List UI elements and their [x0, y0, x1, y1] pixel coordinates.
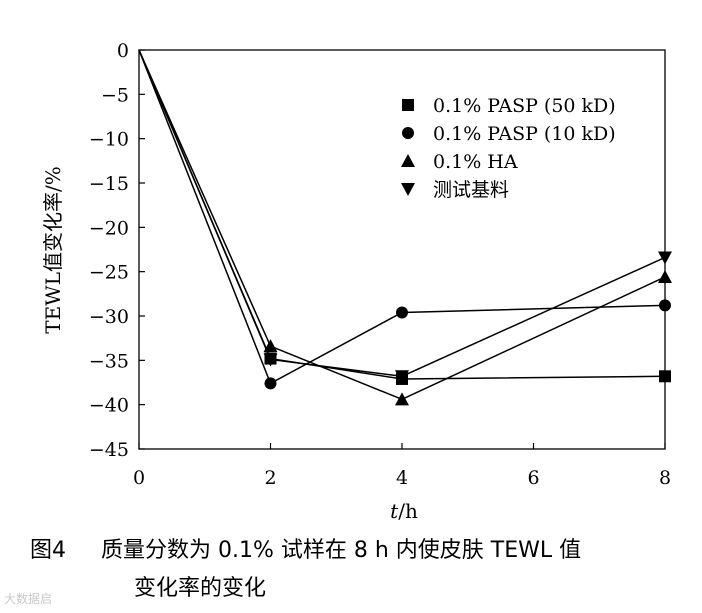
data-point	[659, 370, 671, 383]
data-point	[396, 306, 408, 319]
x-tick-label: 6	[527, 467, 539, 489]
x-axis-label: t/h	[390, 499, 418, 523]
series-line	[138, 49, 666, 378]
legend-label: 0.1% PASP (10 kD)	[433, 123, 616, 145]
y-tick-label: −40	[89, 395, 129, 417]
y-tick-label: −35	[89, 350, 129, 372]
legend-label: 0.1% PASP (50 kD)	[433, 95, 616, 117]
legend-label: 0.1% HA	[433, 151, 518, 173]
series-line	[138, 49, 666, 385]
data-point	[395, 370, 409, 384]
series-layer	[138, 49, 672, 406]
caption-line-2: 变化率的变化	[134, 576, 267, 601]
x-tick-label: 4	[396, 467, 408, 489]
y-tick-label: −10	[89, 129, 129, 151]
series-line	[138, 49, 666, 401]
series-2	[138, 49, 671, 390]
y-tick-label: −45	[89, 439, 129, 461]
series-3	[138, 49, 672, 406]
series-4	[138, 49, 672, 384]
figure-caption: 图4 质量分数为 0.1% 试样在 8 h 内使皮肤 TEWL 值 变化率的变化	[30, 532, 690, 608]
legend-marker	[402, 127, 414, 139]
y-tick-label: −20	[89, 217, 129, 239]
axes: 0−5−10−15−20−25−30−35−40−450 2 4 6 8	[89, 40, 671, 489]
data-point	[263, 353, 278, 367]
caption-line-1: 质量分数为 0.1% 试样在 8 h 内使皮肤 TEWL 值	[100, 538, 582, 563]
data-point	[658, 269, 672, 283]
legend-marker	[401, 154, 415, 167]
y-tick-label: 0	[117, 40, 129, 62]
data-point	[659, 299, 671, 312]
data-point	[658, 251, 672, 265]
y-tick-label: −15	[89, 173, 129, 195]
data-point	[395, 392, 409, 406]
legend-marker	[402, 99, 414, 111]
legend-label: 测试基料	[433, 179, 509, 201]
x-tick-label: 2	[264, 467, 276, 489]
data-point	[263, 339, 278, 353]
y-tick-label: −30	[89, 306, 129, 328]
data-point	[264, 377, 277, 390]
y-axis-label: TEWL值变化率/%	[41, 166, 65, 334]
y-tick-label: −5	[101, 84, 129, 106]
watermark: 大数据启	[4, 592, 53, 606]
legend: 0.1% PASP (50 kD) 0.1% PASP (10 kD) 0.1% H…	[401, 95, 616, 201]
figure-label: 图4	[30, 538, 66, 563]
legend-marker	[401, 183, 415, 196]
y-tick-label: −25	[89, 262, 129, 284]
x-tick-label: 0	[133, 467, 145, 489]
tewl-line-chart: 0−5−10−15−20−25−30−35−40−450 2 4 6 8 0.1% PA…	[41, 40, 672, 523]
x-tick-label: 8	[659, 467, 671, 489]
